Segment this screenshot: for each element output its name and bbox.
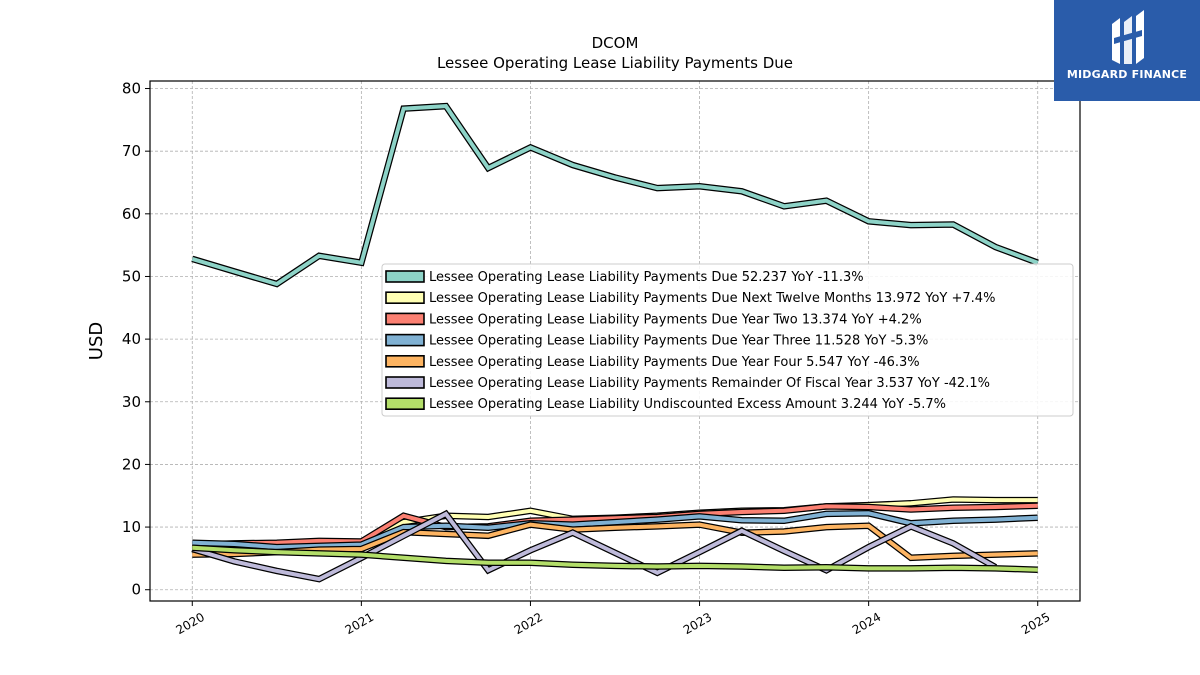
legend-swatch xyxy=(385,376,425,389)
series-layer xyxy=(191,102,1039,583)
y-tick-label: 30 xyxy=(122,393,141,411)
legend-entry: Lessee Operating Lease Liability Payment… xyxy=(429,312,922,327)
y-axis-label: USD xyxy=(86,322,107,360)
y-tick-label: 60 xyxy=(122,205,141,223)
x-tick-label: 2021 xyxy=(343,610,376,637)
series-line xyxy=(192,545,1038,572)
series-line xyxy=(191,104,1039,287)
legend-swatch xyxy=(385,354,425,368)
legend-entry: Lessee Operating Lease Liability Payment… xyxy=(429,355,920,370)
y-tick-label: 20 xyxy=(122,455,141,473)
x-tick-label: 2023 xyxy=(681,610,714,637)
series-line xyxy=(192,503,1038,547)
legend-entry: Lessee Operating Lease Liability Payment… xyxy=(429,334,928,349)
y-tick-label: 70 xyxy=(122,142,141,160)
y-tick-label: 80 xyxy=(122,80,141,98)
legend-box xyxy=(381,263,1074,417)
series-6 xyxy=(192,544,1038,573)
brand-mark-icon xyxy=(1112,10,1144,64)
x-tick-label: 2020 xyxy=(174,610,207,637)
series-line xyxy=(191,511,997,582)
series-line xyxy=(192,511,1038,550)
brand-logo: MIDGARD FINANCE xyxy=(1054,0,1200,101)
legend-swatch xyxy=(385,397,425,411)
legend-swatch xyxy=(385,312,425,326)
legend-entry: Lessee Operating Lease Liability Payment… xyxy=(429,270,864,285)
chart-title: DCOM xyxy=(592,34,639,52)
series-line xyxy=(192,522,1038,560)
series-3 xyxy=(192,510,1038,551)
brand-name: MIDGARD FINANCE xyxy=(1066,68,1188,81)
legend-entry: Lessee Operating Lease Liability Payment… xyxy=(429,376,990,391)
y-tick-label: 50 xyxy=(122,267,141,285)
y-tick-label: 10 xyxy=(122,518,141,536)
legend-swatch xyxy=(385,333,425,347)
legend-entry: Lessee Operating Lease Liability Undisco… xyxy=(429,397,946,412)
legend: Lessee Operating Lease Liability Payment… xyxy=(381,263,1074,417)
chart-subtitle: Lessee Operating Lease Liability Payment… xyxy=(437,54,793,72)
series-0 xyxy=(191,102,1039,288)
series-4 xyxy=(192,521,1038,562)
x-tick-label: 2024 xyxy=(850,610,883,637)
x-tick-label: 2022 xyxy=(512,610,545,637)
legend-swatch xyxy=(385,270,425,283)
y-tick-label: 40 xyxy=(122,330,141,348)
series-2 xyxy=(192,502,1038,548)
plot-frame xyxy=(149,80,1081,602)
y-tick-label: 0 xyxy=(131,581,141,599)
legend-entry: Lessee Operating Lease Liability Payment… xyxy=(429,291,995,306)
series-5 xyxy=(191,509,998,583)
x-tick-label: 2025 xyxy=(1019,610,1052,637)
legend-swatch xyxy=(385,291,425,305)
